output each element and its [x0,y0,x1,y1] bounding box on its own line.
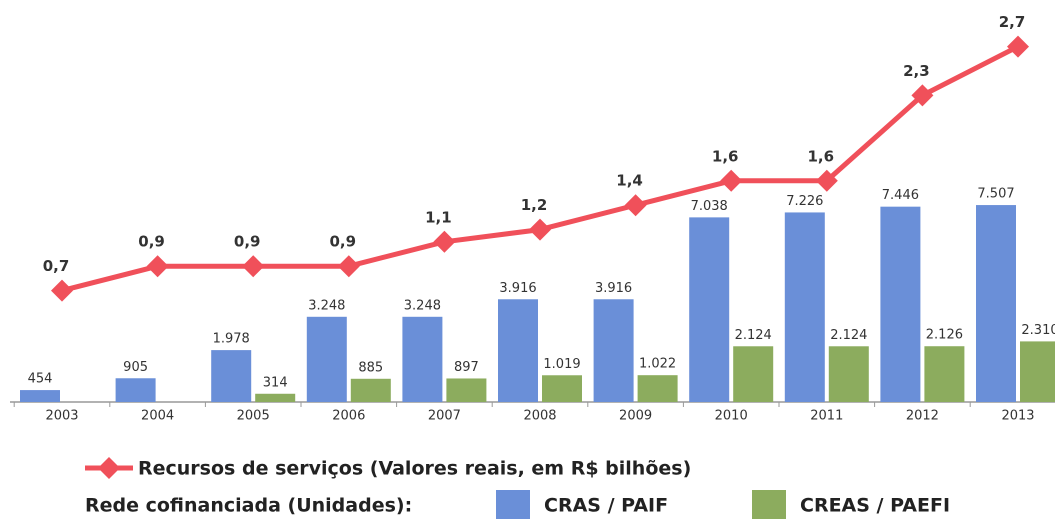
bar-value-label: 2.126 [926,328,963,343]
bar [976,205,1016,402]
bar-value-label: 454 [28,372,53,387]
x-tick-label: 2010 [715,409,748,424]
bar-value-label: 7.038 [691,199,728,214]
bar-value-label: 897 [454,360,479,375]
line-value-label: 1,4 [616,172,643,190]
line [61,44,1020,294]
bar-value-label: 1.978 [213,332,250,347]
line-marker [242,255,265,278]
bar [115,378,156,402]
legend-swatch [496,490,530,519]
line-value-label: 0,9 [330,233,357,251]
line-marker [529,218,551,241]
legend-marker [98,457,120,479]
bar-value-label: 2.124 [830,328,867,343]
x-tick-label: 2013 [1001,409,1034,424]
x-tick-label: 2011 [810,409,843,424]
bar-value-label: 3.916 [499,281,536,296]
line-value-label: 1,2 [521,196,548,214]
bar [542,375,582,402]
legend-group-label: Rede cofinanciada (Unidades): [85,495,412,517]
legend-label: CREAS / PAEFI [800,495,950,517]
legend-swatch [752,490,786,519]
bar-value-label: 1.019 [543,357,580,372]
line-value-label: 0,9 [138,233,165,251]
bar-value-label: 905 [123,360,148,375]
bar-value-label: 3.916 [595,281,632,296]
legend-label: Recursos de serviços (Valores reais, em … [138,458,691,480]
bar [350,378,391,402]
bar-value-label: 7.226 [786,194,823,209]
bar-value-label: 7.446 [882,188,919,203]
line-marker [146,255,169,278]
line-marker [51,279,73,302]
x-tick-label: 2006 [332,409,365,424]
bar [593,299,634,402]
bar [637,375,678,402]
bar [1020,341,1055,402]
bar-value-label: 314 [263,375,288,390]
line-marker [911,84,934,107]
bar [306,316,347,402]
x-tick-label: 2005 [237,409,270,424]
bar-value-label: 3.248 [404,298,441,313]
bar [446,378,487,402]
bar [498,299,538,402]
bar-value-label: 3.248 [308,298,345,313]
line-marker [720,169,743,192]
x-tick-label: 2007 [428,409,461,424]
line-marker [337,255,360,278]
bar-value-label: 1.022 [639,357,676,372]
bar [211,350,252,402]
x-tick-label: 2008 [523,409,556,424]
bar [402,316,443,402]
bar [880,206,921,402]
x-tick-label: 2012 [906,409,939,424]
line-value-label: 0,9 [234,233,261,251]
bar-value-label: 2.124 [735,328,772,343]
bar [733,346,774,402]
line-marker [624,194,647,217]
line-value-label: 2,7 [999,13,1026,31]
line-value-label: 1,6 [712,147,739,165]
line-marker [433,230,456,253]
bar [828,346,869,402]
x-tick-label: 2004 [141,409,174,424]
bar [689,217,730,402]
bar [924,346,965,402]
bar-value-label: 2.310 [1021,323,1055,338]
bar-value-label: 885 [358,360,383,375]
line-value-label: 1,6 [808,147,835,165]
legend-label: CRAS / PAIF [544,495,668,517]
bar [255,393,296,402]
bar [20,390,60,402]
x-tick-label: 2009 [619,409,652,424]
line-marker [815,169,838,192]
bar-value-label: 7.507 [977,187,1014,202]
line-value-label: 0,7 [43,257,70,275]
bar [784,212,825,402]
line-marker [1007,35,1029,58]
line-value-label: 2,3 [903,62,930,80]
line-value-label: 1,1 [425,208,452,226]
x-tick-label: 2003 [45,409,78,424]
